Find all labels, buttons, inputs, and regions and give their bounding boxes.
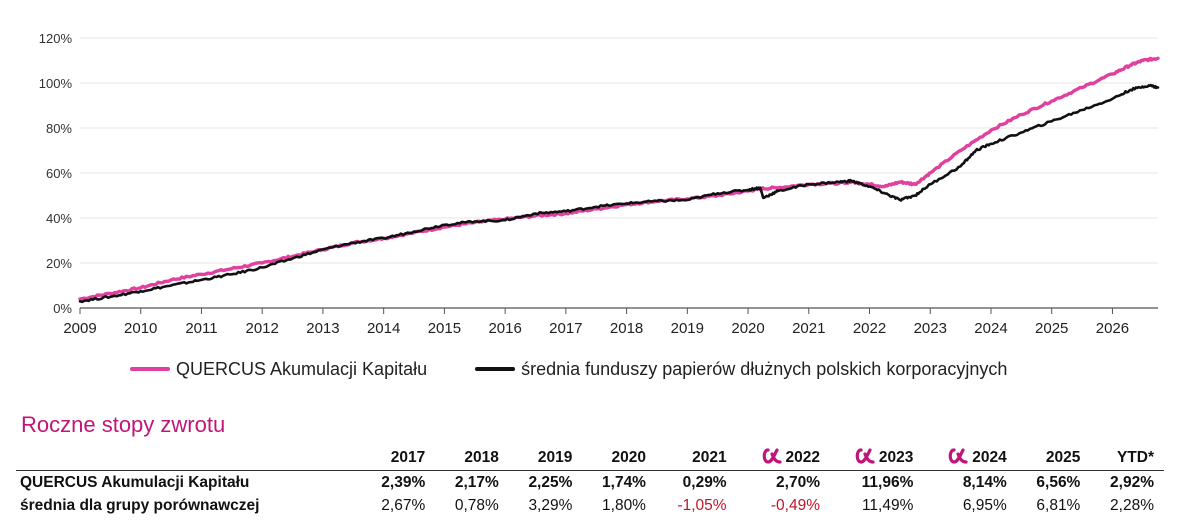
year-header: 2017 bbox=[361, 444, 436, 471]
x-tick-label: 2020 bbox=[731, 320, 764, 337]
return-value: 6,56% bbox=[1036, 474, 1081, 491]
table-header-row: 2017 2018 2019 2020 2021 2022 2023 2024 … bbox=[16, 444, 1164, 471]
return-value: 0,78% bbox=[454, 497, 499, 514]
return-value: 2,70% bbox=[776, 474, 820, 491]
return-value: 2,28% bbox=[1110, 497, 1154, 514]
return-value: 11,49% bbox=[861, 497, 914, 514]
x-tick-label: 2013 bbox=[306, 320, 339, 337]
x-tick-label: 2011 bbox=[185, 320, 217, 337]
legend-item-average: średnia funduszy papierów dłużnych polsk… bbox=[475, 359, 1007, 380]
return-value: -0,49% bbox=[770, 497, 820, 514]
alpha-logo-icon bbox=[855, 448, 875, 464]
year-header: 2021 bbox=[655, 444, 737, 471]
return-value: 3,29% bbox=[528, 497, 573, 514]
series-line-average bbox=[78, 83, 1160, 304]
legend-label-average: średnia funduszy papierów dłużnych polsk… bbox=[521, 358, 1008, 379]
x-tick-label: 2023 bbox=[914, 320, 947, 337]
table-header-corner bbox=[16, 444, 362, 471]
x-tick-label: 2009 bbox=[63, 320, 96, 337]
x-tick-label: 2021 bbox=[792, 320, 825, 337]
return-value: 6,81% bbox=[1036, 497, 1081, 514]
return-value: 2,17% bbox=[454, 474, 499, 491]
return-value: 1,80% bbox=[602, 497, 646, 514]
row-label: QUERCUS Akumulacji Kapitału bbox=[20, 474, 250, 491]
year-header: 2023 bbox=[829, 444, 924, 471]
year-header: 2019 bbox=[508, 444, 583, 471]
y-tick-label: 100% bbox=[39, 76, 73, 91]
x-tick-label: 2024 bbox=[974, 320, 1007, 337]
year-header: 2020 bbox=[582, 444, 656, 471]
legend-swatch-quercus bbox=[130, 367, 170, 371]
return-value: 6,95% bbox=[962, 497, 1007, 514]
x-tick-label: 2019 bbox=[671, 320, 704, 337]
x-tick-label: 2022 bbox=[853, 320, 886, 337]
row-label: średnia dla grupy porównawczej bbox=[20, 497, 260, 514]
section-title: Roczne stopy zwrotu bbox=[21, 412, 226, 437]
year-header: 2025 bbox=[1016, 444, 1091, 471]
x-tick-label: 2025 bbox=[1035, 320, 1068, 337]
x-tick-label: 2014 bbox=[367, 320, 400, 337]
return-value: 2,39% bbox=[381, 474, 426, 491]
year-header: 2022 bbox=[736, 444, 830, 471]
return-value: 0,29% bbox=[682, 474, 727, 491]
x-tick-label: 2017 bbox=[549, 320, 582, 337]
y-tick-label: 20% bbox=[46, 256, 72, 271]
y-tick-label: 0% bbox=[53, 301, 72, 316]
return-value: 2,67% bbox=[381, 497, 426, 514]
legend-swatch-average bbox=[475, 367, 516, 371]
year-header: 2018 bbox=[435, 444, 509, 471]
legend-label-quercus: QUERCUS Akumulacji Kapitału bbox=[176, 358, 428, 379]
x-tick-label: 2015 bbox=[428, 320, 461, 337]
y-tick-label: 80% bbox=[46, 121, 72, 136]
table-row: średnia dla grupy porównawczej 2,67% 0,7… bbox=[16, 494, 1164, 517]
alpha-logo-icon bbox=[948, 448, 968, 464]
return-value: -1,05% bbox=[677, 497, 727, 514]
return-value: 8,14% bbox=[962, 474, 1007, 491]
return-value: 2,25% bbox=[528, 474, 573, 491]
year-header: YTD* bbox=[1090, 444, 1164, 471]
x-tick-label: 2018 bbox=[610, 320, 643, 337]
y-tick-label: 120% bbox=[39, 31, 73, 46]
chart-legend: QUERCUS Akumulacji Kapitału średnia fund… bbox=[130, 356, 1130, 382]
x-tick-label: 2012 bbox=[246, 320, 279, 337]
table-row: QUERCUS Akumulacji Kapitału 2,39% 2,17% … bbox=[16, 471, 1164, 495]
return-value: 1,74% bbox=[602, 474, 646, 491]
y-tick-label: 40% bbox=[46, 211, 72, 226]
performance-chart: 0% 20% 40% 60% 80% 100% 120% 2009 2010 2011 2012 20… bbox=[39, 31, 1160, 337]
legend-item-quercus: QUERCUS Akumulacji Kapitału bbox=[130, 359, 427, 380]
annual-returns-table: 2017 2018 2019 2020 2021 2022 2023 2024 … bbox=[16, 444, 1164, 517]
year-header: 2024 bbox=[923, 444, 1017, 471]
y-tick-label: 60% bbox=[46, 166, 72, 181]
return-value: 11,96% bbox=[861, 474, 914, 491]
return-value: 2,92% bbox=[1110, 474, 1154, 491]
alpha-logo-icon bbox=[762, 448, 782, 464]
x-tick-label: 2010 bbox=[124, 320, 157, 337]
x-tick-label: 2016 bbox=[488, 320, 521, 337]
x-tick-label: 2026 bbox=[1096, 320, 1129, 337]
